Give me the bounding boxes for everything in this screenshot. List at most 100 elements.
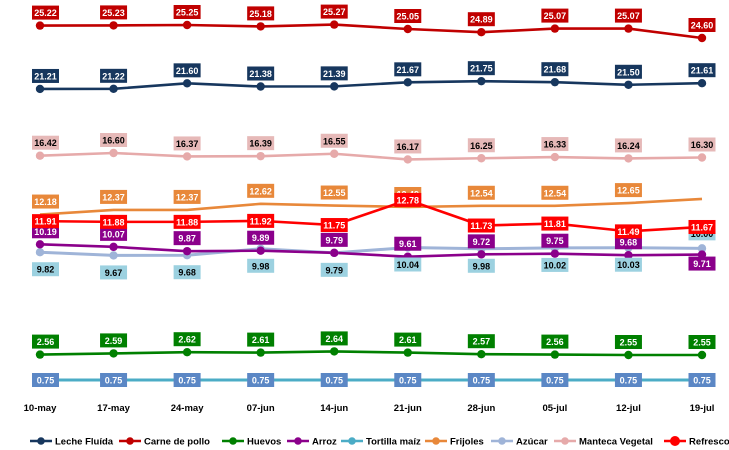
leche-fluida-point [697,78,707,88]
arroz-point [330,248,339,258]
x-tick-label: 21-jun [394,403,422,414]
huevos-value-label: 2.56 [541,334,569,349]
huevos-point [182,348,192,357]
refrescos-value-label: 11.92 [247,213,275,228]
azucar-value-label: 9.98 [247,258,275,273]
legend-item-arroz[interactable]: Arroz [287,437,337,448]
azucar-value-text: 9.98 [252,261,270,271]
leche-fluida-value-text: 21.60 [176,66,199,76]
arroz-value-label: 10.07 [100,226,128,241]
refrescos-value-label: 11.73 [467,218,495,233]
manteca-vegetal-value-label-box [173,136,201,151]
carne-de-pollo-line [39,23,703,40]
huevos-value-text: 2.56 [37,337,55,347]
huevos-point [403,348,412,357]
frijoles-value-label-box [320,185,348,200]
huevos-value-text: 2.56 [546,337,564,347]
legend-label: Leche Fluída [55,437,114,448]
arroz-point [182,246,192,256]
azucar-line [39,245,703,257]
frijoles-value-label-box [100,189,128,204]
arroz-value-text: 9.79 [325,235,343,245]
carne-de-pollo-value-label: 25.25 [173,5,201,19]
carne-de-pollo-point [697,33,707,43]
manteca-vegetal-value-label: 16.39 [247,136,275,151]
tortilla-maiz-value-text: 0.75 [473,376,491,386]
legend-item-huevos[interactable]: Huevos [222,437,281,448]
manteca-vegetal-point [330,149,339,158]
tortilla-maiz-value-label-box [394,373,422,387]
azucar-value-text: 9.68 [178,268,196,278]
carne-de-pollo-point [35,21,45,30]
x-tick-label: 24-may [171,403,204,414]
arroz-value-label: 9.89 [247,230,275,245]
arroz-line [39,242,703,259]
tortilla-maiz-value-label: 0.75 [541,373,569,387]
huevos-value-label-box [688,335,716,349]
azucar-value-label: 9.79 [320,262,348,277]
arroz-value-text: 9.72 [473,237,491,247]
leche-fluida-value-label-box [32,68,59,83]
manteca-vegetal-point [477,154,486,163]
legend-label: Refrescos [689,437,729,448]
carne-de-pollo-point [550,24,560,33]
x-axis: 10-may 17-may 24-may 07-jun 14-jun 21-jun 28-j… [24,403,715,414]
leche-fluida-point [182,79,192,88]
legend-item-refrescos[interactable]: Refrescos [664,436,729,448]
manteca-vegetal-value-label-box [320,133,348,148]
data-labels: 12.1812.3712.3712.6212.5512.4912.5412.54… [32,4,716,387]
tortilla-maiz-value-label: 0.75 [173,373,201,387]
manteca-vegetal-point [35,151,45,160]
legend-item-carne-de-pollo[interactable]: Carne de pollo [119,437,210,448]
leche-fluida-value-label: 21.75 [467,61,495,76]
refrescos-value-text: 11.92 [250,216,272,226]
arroz-value-label: 9.68 [614,235,642,250]
refrescos-line [39,198,703,233]
arroz-value-label: 9.87 [173,231,201,246]
leche-fluida-value-text: 21.21 [34,71,57,81]
frijoles-value-label: 12.37 [173,189,201,204]
azucar-value-label: 9.98 [467,258,495,273]
manteca-vegetal-value-text: 16.60 [102,136,125,146]
azucar-value-label-box [100,265,128,280]
tortilla-maiz-value-label: 0.75 [467,373,495,387]
manteca-vegetal-point [403,155,412,164]
huevos-line [39,350,702,357]
arroz-point [35,240,45,249]
leche-fluida-value-label-box [247,66,275,81]
manteca-vegetal-value-text: 16.42 [34,138,57,148]
refrescos-value-label: 11.49 [614,224,642,239]
legend-label: Arroz [312,437,337,448]
leche-fluida-value-label: 21.22 [100,68,128,83]
carne-de-pollo-point [477,28,486,37]
refrescos-value-text: 11.49 [617,227,639,237]
carne-de-pollo-point [256,22,265,31]
refrescos-value-text: 11.88 [176,217,198,227]
leche-fluida-value-label: 21.67 [394,62,422,77]
arroz-point [550,249,560,258]
huevos-point [109,349,118,358]
leche-fluida-value-label-box [614,64,642,79]
frijoles-value-label-box [541,185,569,200]
legend-item-leche-fluida[interactable]: Leche Fluída [30,437,114,448]
legend-item-tortilla-maiz[interactable]: Tortilla maíz [341,437,421,448]
legend-item-frijoles[interactable]: Frijoles [425,437,484,448]
carne-de-pollo-value-label: 25.05 [394,9,422,23]
legend-label: Manteca Vegetal [579,437,653,448]
manteca-vegetal-point [109,148,118,158]
azucar-point [109,251,118,260]
arroz-point [256,246,265,255]
carne-de-pollo-value-text: 25.05 [397,12,420,22]
tortilla-maiz-value-text: 0.75 [546,376,564,386]
legend-item-manteca-vegetal[interactable]: Manteca Vegetal [554,437,653,448]
frijoles-value-text: 12.54 [470,188,493,198]
azucar-value-text: 9.98 [473,261,491,271]
leche-fluida-point [330,82,339,91]
frijoles-value-label: 12.65 [614,183,642,198]
carne-de-pollo-value-text: 24.60 [691,21,714,31]
manteca-vegetal-value-label: 16.17 [394,139,422,154]
tortilla-maiz-value-label-box [467,373,495,387]
legend[interactable]: Leche Fluída Carne de pollo Huevos Arroz Tor… [30,436,729,448]
legend-item-azucar[interactable]: Azúcar [491,437,548,448]
